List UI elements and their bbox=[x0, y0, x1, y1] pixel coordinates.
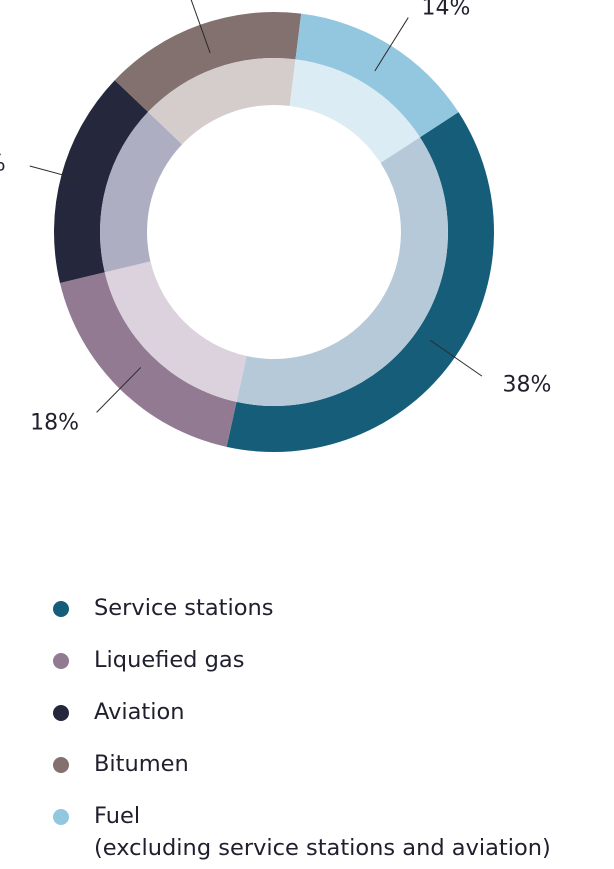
leader-line-liquefied-gas bbox=[96, 367, 142, 413]
legend-item-liquefied-gas: Liquefied gas bbox=[50, 644, 551, 696]
slice-inner-liquefied-gas bbox=[104, 261, 247, 402]
legend-swatch bbox=[53, 705, 69, 721]
legend-swatch bbox=[53, 601, 69, 617]
slice-outer-bitumen bbox=[114, 11, 302, 112]
donut-chart: 38%18%16%15%14% bbox=[0, 0, 551, 453]
legend-label: Liquefied gas bbox=[94, 647, 245, 673]
leader-line-service-stations bbox=[429, 339, 483, 377]
slice-outer-liquefied-gas bbox=[59, 272, 237, 447]
slice-inner-fuel bbox=[289, 59, 420, 163]
slice-outer-aviation bbox=[53, 80, 149, 283]
leader-line-aviation bbox=[29, 165, 91, 183]
slice-outer-fuel bbox=[295, 13, 459, 138]
legend-label: Fuel (excluding service stations and avi… bbox=[94, 803, 551, 861]
legend-label: Service stations bbox=[94, 595, 274, 621]
leader-line-bitumen bbox=[190, 0, 211, 54]
legend-label: Bitumen bbox=[94, 751, 189, 777]
legend-item-service-stations: Service stations bbox=[50, 592, 551, 644]
legend-item-bitumen: Bitumen bbox=[50, 748, 551, 800]
slice-inner-service-stations bbox=[236, 137, 448, 407]
legend-label: Aviation bbox=[94, 699, 185, 725]
legend-item-fuel: Fuel (excluding service stations and avi… bbox=[50, 800, 551, 861]
legend-swatch bbox=[53, 653, 69, 669]
legend: Service stations Liquefied gas Aviation Bit… bbox=[50, 592, 551, 861]
leader-line-fuel bbox=[374, 17, 409, 72]
slice-inner-aviation bbox=[100, 111, 183, 273]
leader-lines bbox=[29, 0, 483, 413]
outer-ring bbox=[53, 11, 494, 453]
legend-item-aviation: Aviation bbox=[50, 696, 551, 748]
data-label-liquefied-gas: 18% bbox=[30, 411, 79, 436]
data-label-service-stations: 38% bbox=[502, 373, 551, 398]
data-labels: 38%18%16%15%14% bbox=[0, 0, 551, 436]
legend-swatch bbox=[53, 757, 69, 773]
data-label-aviation: 16% bbox=[0, 152, 6, 177]
slice-inner-bitumen bbox=[148, 57, 296, 145]
inner-ring bbox=[100, 57, 448, 407]
data-label-fuel: 14% bbox=[422, 0, 471, 21]
legend-swatch bbox=[53, 809, 69, 825]
slice-outer-service-stations bbox=[226, 112, 494, 453]
